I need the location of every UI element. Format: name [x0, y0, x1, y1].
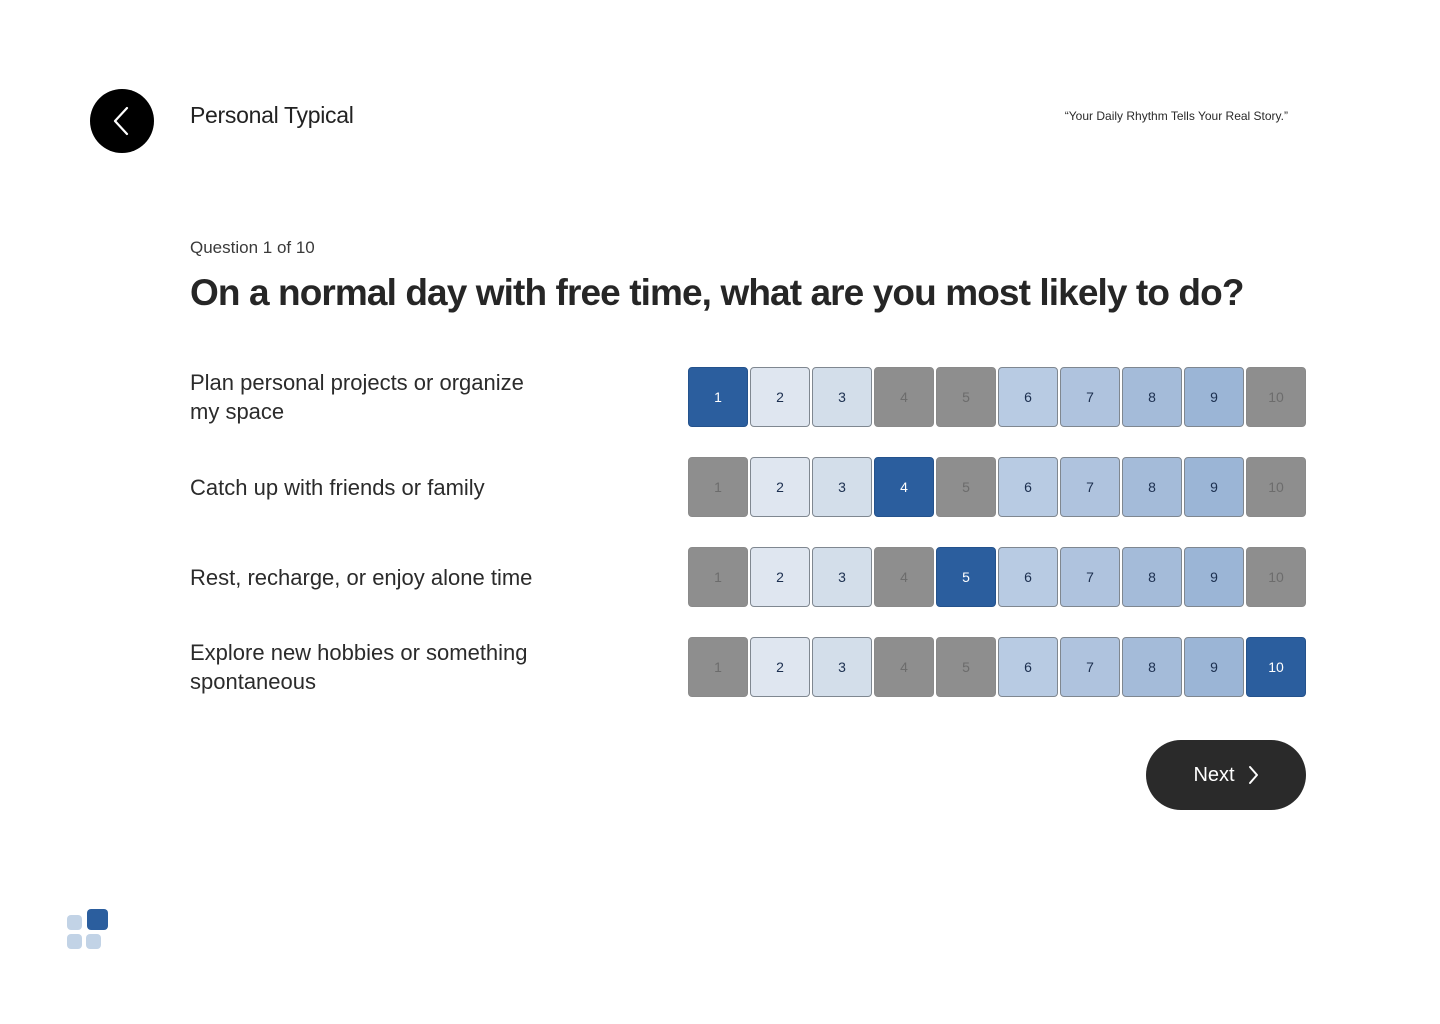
option-label: Catch up with friends or family — [190, 474, 485, 500]
rating-cell-8[interactable]: 8 — [1122, 547, 1182, 607]
rating-cell-1[interactable]: 1 — [688, 367, 748, 427]
rating-cell-5[interactable]: 5 — [936, 637, 996, 697]
rating-cell-4[interactable]: 4 — [874, 547, 934, 607]
rating-cell-10[interactable]: 10 — [1246, 637, 1306, 697]
logo-tile — [86, 934, 101, 949]
option-label: Rest, recharge, or enjoy alone time — [190, 564, 533, 590]
rating-cell-9[interactable]: 9 — [1184, 637, 1244, 697]
rating-cell-9[interactable]: 9 — [1184, 367, 1244, 427]
tagline: “Your Daily Rhythm Tells Your Real Story… — [1064, 109, 1288, 123]
rating-cell-1[interactable]: 1 — [688, 637, 748, 697]
rating-cell-3[interactable]: 3 — [812, 457, 872, 517]
rating-scale: 1 2 3 4 5 6 7 8 9 10 — [688, 547, 1306, 607]
app-title: Personal Typical — [190, 102, 354, 128]
rating-cell-7[interactable]: 7 — [1060, 547, 1120, 607]
next-button[interactable]: Next — [1146, 740, 1306, 810]
rating-cell-3[interactable]: 3 — [812, 367, 872, 427]
option-label: Explore new hobbies or something spontan… — [190, 640, 528, 694]
option-row: Explore new hobbies or something spontan… — [190, 637, 1306, 697]
logo-tile — [67, 915, 82, 930]
rating-cell-6[interactable]: 6 — [998, 637, 1058, 697]
rating-cell-8[interactable]: 8 — [1122, 637, 1182, 697]
rating-cell-1[interactable]: 1 — [688, 457, 748, 517]
rating-cell-9[interactable]: 9 — [1184, 457, 1244, 517]
rating-cell-3[interactable]: 3 — [812, 547, 872, 607]
next-button-label: Next — [1193, 763, 1235, 786]
rating-cell-7[interactable]: 7 — [1060, 457, 1120, 517]
rating-scale: 1 2 3 4 5 6 7 8 9 10 — [688, 457, 1306, 517]
question-text: On a normal day with free time, what are… — [190, 272, 1244, 313]
rating-cell-4[interactable]: 4 — [874, 637, 934, 697]
logo-tile — [67, 934, 82, 949]
rating-cell-10[interactable]: 10 — [1246, 367, 1306, 427]
rating-cell-7[interactable]: 7 — [1060, 637, 1120, 697]
option-label: Plan personal projects or organize my sp… — [190, 370, 524, 424]
rating-cell-2[interactable]: 2 — [750, 547, 810, 607]
rating-scale: 1 2 3 4 5 6 7 8 9 10 — [688, 367, 1306, 427]
chevron-right-icon — [1248, 766, 1258, 784]
rating-cell-6[interactable]: 6 — [998, 547, 1058, 607]
logo-tile — [87, 909, 108, 930]
rating-cell-2[interactable]: 2 — [750, 457, 810, 517]
option-row: Plan personal projects or organize my sp… — [190, 367, 1306, 427]
rating-cell-3[interactable]: 3 — [812, 637, 872, 697]
rating-cell-6[interactable]: 6 — [998, 367, 1058, 427]
rating-cell-1[interactable]: 1 — [688, 547, 748, 607]
rating-cell-5[interactable]: 5 — [936, 367, 996, 427]
back-button[interactable] — [90, 89, 154, 153]
rating-cell-8[interactable]: 8 — [1122, 367, 1182, 427]
rating-cell-2[interactable]: 2 — [750, 367, 810, 427]
rating-cell-4[interactable]: 4 — [874, 367, 934, 427]
question-counter: Question 1 of 10 — [190, 238, 315, 257]
tiles-logo-icon — [66, 909, 110, 951]
rating-cell-7[interactable]: 7 — [1060, 367, 1120, 427]
rating-cell-4[interactable]: 4 — [874, 457, 934, 517]
chevron-left-icon — [113, 106, 129, 136]
rating-cell-10[interactable]: 10 — [1246, 457, 1306, 517]
rating-cell-5[interactable]: 5 — [936, 457, 996, 517]
rating-cell-5[interactable]: 5 — [936, 547, 996, 607]
rating-scale: 1 2 3 4 5 6 7 8 9 10 — [688, 637, 1306, 697]
rating-cell-9[interactable]: 9 — [1184, 547, 1244, 607]
rating-cell-10[interactable]: 10 — [1246, 547, 1306, 607]
rating-cell-8[interactable]: 8 — [1122, 457, 1182, 517]
rating-cell-2[interactable]: 2 — [750, 637, 810, 697]
rating-cell-6[interactable]: 6 — [998, 457, 1058, 517]
